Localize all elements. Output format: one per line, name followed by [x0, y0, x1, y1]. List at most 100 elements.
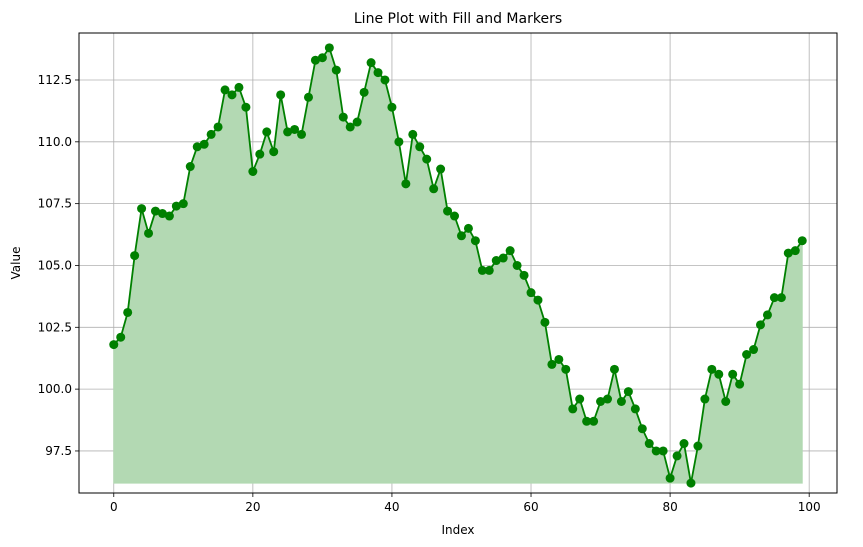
data-point [477, 265, 487, 275]
data-point [616, 396, 626, 406]
data-point [672, 451, 682, 461]
data-point [540, 317, 550, 327]
data-point [373, 68, 383, 78]
data-point [783, 248, 793, 258]
x-tick-label: 80 [662, 500, 677, 514]
data-point [192, 142, 202, 152]
data-point [283, 127, 293, 137]
data-point [714, 369, 724, 379]
data-point [797, 236, 807, 246]
data-point [679, 439, 689, 449]
data-point [693, 441, 703, 451]
data-point [735, 379, 745, 389]
data-point [324, 43, 334, 53]
x-tick-label: 60 [523, 500, 538, 514]
data-point [317, 53, 327, 63]
data-point [345, 122, 355, 132]
data-point [234, 82, 244, 92]
data-point [310, 55, 320, 65]
data-point [185, 162, 195, 172]
y-tick-label: 110.0 [38, 135, 72, 149]
data-point [255, 149, 265, 159]
data-point [394, 137, 404, 147]
data-point [526, 288, 536, 298]
data-point [547, 359, 557, 369]
data-point [609, 364, 619, 374]
data-point [137, 204, 147, 214]
data-point [589, 416, 599, 426]
data-point [150, 206, 160, 216]
data-point [762, 310, 772, 320]
data-point [512, 260, 522, 270]
data-point [338, 112, 348, 122]
data-point [290, 124, 300, 134]
x-tick-label: 20 [245, 500, 260, 514]
data-point [742, 350, 752, 360]
data-point [429, 184, 439, 194]
data-point [603, 394, 613, 404]
x-axis-label: Index [441, 523, 474, 537]
data-point [491, 256, 501, 266]
data-point [776, 293, 786, 303]
data-point [164, 211, 174, 221]
data-point [651, 446, 661, 456]
y-tick-label: 112.5 [38, 73, 72, 87]
data-point [533, 295, 543, 305]
data-point [199, 139, 209, 149]
data-point [144, 228, 154, 238]
data-point [721, 396, 731, 406]
data-point [366, 58, 376, 68]
data-point [241, 102, 251, 112]
data-point [637, 424, 647, 434]
data-point [756, 320, 766, 330]
data-point [123, 307, 133, 317]
data-point [178, 199, 188, 209]
data-point [213, 122, 223, 132]
data-point [387, 102, 397, 112]
data-point [262, 127, 272, 137]
y-axis-label: Value [9, 247, 23, 280]
data-point [700, 394, 710, 404]
data-point [359, 87, 369, 97]
data-point [269, 147, 279, 157]
data-point [227, 90, 237, 100]
data-point [303, 92, 313, 102]
data-point [456, 231, 466, 241]
data-point [728, 369, 738, 379]
data-point [630, 404, 640, 414]
data-point [707, 364, 717, 374]
data-point [297, 129, 307, 139]
data-point [331, 65, 341, 75]
data-point [116, 332, 126, 342]
data-point [450, 211, 460, 221]
data-point [790, 246, 800, 256]
data-point [623, 387, 633, 397]
chart-title: Line Plot with Fill and Markers [354, 11, 562, 27]
data-point [248, 166, 258, 176]
x-axis-ticks: 0 20 40 60 80 100 [110, 493, 821, 514]
data-point [554, 354, 564, 364]
y-tick-label: 107.5 [38, 197, 72, 211]
data-point [561, 364, 571, 374]
data-point [505, 246, 515, 256]
data-point [422, 154, 432, 164]
y-tick-label: 97.5 [45, 444, 72, 458]
data-point [171, 201, 181, 211]
data-point [220, 85, 230, 95]
data-point [582, 416, 592, 426]
data-point [596, 396, 606, 406]
data-point [352, 117, 362, 127]
plot-area [109, 43, 807, 488]
axes-frame [78, 32, 838, 494]
data-point [769, 293, 779, 303]
data-point [276, 90, 286, 100]
y-tick-label: 105.0 [38, 258, 72, 272]
x-tick-label: 0 [110, 500, 118, 514]
y-tick-label: 100.0 [38, 382, 72, 396]
data-point [665, 473, 675, 483]
data-point [568, 404, 578, 414]
data-point [401, 179, 411, 189]
data-point [749, 345, 759, 355]
data-point [498, 253, 508, 263]
data-point [157, 209, 167, 219]
